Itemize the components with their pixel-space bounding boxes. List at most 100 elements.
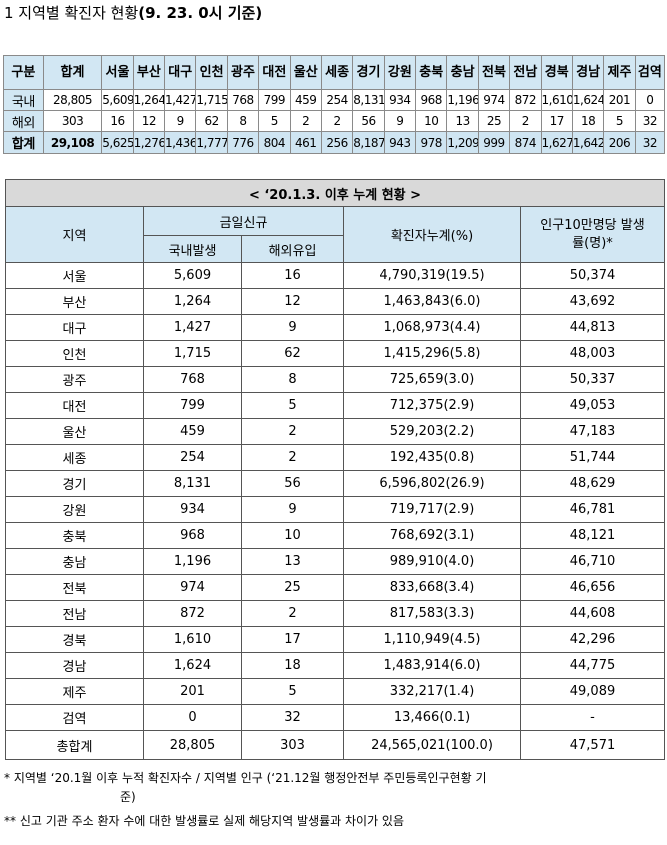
summary-cell: 10 [415, 110, 448, 132]
summary-cell: 32 [634, 131, 666, 154]
cell-rate: 50,374 [520, 262, 665, 289]
header-region: 지역 [5, 206, 144, 263]
table-row: 경기 8,131 56 6,596,802(26.9) 48,629 [5, 470, 665, 497]
cell-rate: 44,813 [520, 314, 665, 341]
summary-cell: 459 [289, 89, 322, 111]
table-row: 전남 872 2 817,583(3.3) 44,608 [5, 600, 665, 627]
summary-cell: 5,609 [101, 89, 134, 111]
cell-rate: 46,656 [520, 574, 665, 601]
cell-domestic: 5,609 [143, 262, 242, 289]
footnote-1-continued: 준) [120, 790, 136, 804]
summary-cell: 5,625 [101, 131, 134, 154]
cell-overseas: 8 [241, 366, 344, 393]
cell-cumulative: 1,415,296(5.8) [343, 340, 521, 367]
summary-cell: 16 [101, 110, 134, 132]
cell-domestic: 1,624 [143, 652, 242, 679]
summary-header-cell: 강원 [383, 55, 417, 90]
summary-cell: 2 [320, 110, 354, 132]
cell-region: 검역 [5, 704, 144, 731]
summary-cell: 974 [477, 89, 511, 111]
cell-domestic: 1,715 [143, 340, 242, 367]
cell-rate: 49,053 [520, 392, 665, 419]
summary-row: 합계 29,108 5,625 1,276 1,436 1,777 776 804 461 256… [3, 131, 666, 154]
summary-cell: 8 [226, 110, 260, 132]
table-row: 세종 254 2 192,435(0.8) 51,744 [5, 444, 665, 471]
summary-cell: 978 [415, 131, 448, 154]
summary-cell: 1,436 [164, 131, 197, 154]
summary-row: 해외 303 16 12 9 62 8 5 2 2 56 9 10 13 25 2 17 18 5 32 [3, 110, 666, 132]
cell-rate: 46,710 [520, 548, 665, 575]
summary-cell: 28,805 [42, 89, 103, 111]
table-row: 인천 1,715 62 1,415,296(5.8) 48,003 [5, 340, 665, 367]
cell-region: 충남 [5, 548, 144, 575]
header-cumulative: 확진자누계(%) [343, 206, 521, 263]
summary-cell: 1,276 [132, 131, 166, 154]
cell-cumulative: 192,435(0.8) [343, 444, 521, 471]
cell-cumulative: 989,910(4.0) [343, 548, 521, 575]
table-row: 서울 5,609 16 4,790,319(19.5) 50,374 [5, 262, 665, 289]
summary-header-cell: 검역 [634, 55, 666, 90]
summary-header-cell: 부산 [132, 55, 166, 90]
summary-cell: 799 [258, 89, 291, 111]
cell-domestic: 968 [143, 522, 242, 549]
title-main: 1 지역별 확진자 현황 [4, 4, 139, 22]
total-region: 총합계 [5, 730, 144, 760]
summary-row-label: 해외 [3, 110, 44, 132]
cell-domestic: 768 [143, 366, 242, 393]
cell-rate: - [520, 704, 665, 731]
cell-domestic: 1,610 [143, 626, 242, 653]
cell-cumulative: 725,659(3.0) [343, 366, 521, 393]
summary-cell: 1,610 [540, 89, 573, 111]
cell-overseas: 2 [241, 600, 344, 627]
cell-overseas: 10 [241, 522, 344, 549]
cell-region: 경기 [5, 470, 144, 497]
table-row: 검역 0 32 13,466(0.1) - [5, 704, 665, 731]
cell-overseas: 5 [241, 392, 344, 419]
cell-region: 부산 [5, 288, 144, 315]
summary-cell: 2 [509, 110, 542, 132]
footnote-1: * 지역별 ‘20.1월 이후 누적 확진자수 / 지역별 인구 (‘21.12… [4, 771, 487, 785]
cell-overseas: 13 [241, 548, 344, 575]
summary-cell: 5 [258, 110, 291, 132]
cell-cumulative: 1,110,949(4.5) [343, 626, 521, 653]
summary-header-cell: 울산 [289, 55, 322, 90]
summary-cell: 8,187 [352, 131, 385, 154]
cell-cumulative: 332,217(1.4) [343, 678, 521, 705]
summary-cell: 206 [603, 131, 636, 154]
total-cumulative: 24,565,021(100.0) [343, 730, 521, 760]
summary-cell: 1,627 [540, 131, 573, 154]
summary-cell: 1,209 [446, 131, 479, 154]
summary-cell: 29,108 [42, 131, 103, 154]
cell-overseas: 18 [241, 652, 344, 679]
cell-cumulative: 6,596,802(26.9) [343, 470, 521, 497]
cell-domestic: 8,131 [143, 470, 242, 497]
cell-region: 충북 [5, 522, 144, 549]
summary-cell: 1,624 [571, 89, 605, 111]
summary-table: 구분 합계 서울 부산 대구 인천 광주 대전 울산 세종 경기 강원 충북 충남 전북 전남 경북 경남 제주 검역… [3, 55, 666, 154]
cell-region: 경남 [5, 652, 144, 679]
summary-header-cell: 경남 [571, 55, 605, 90]
summary-cell: 2 [289, 110, 322, 132]
table-row: 제주 201 5 332,217(1.4) 49,089 [5, 678, 665, 705]
cell-region: 울산 [5, 418, 144, 445]
summary-cell: 1,427 [164, 89, 197, 111]
cell-cumulative: 719,717(2.9) [343, 496, 521, 523]
cell-domestic: 1,427 [143, 314, 242, 341]
summary-cell: 804 [258, 131, 291, 154]
summary-row-label: 국내 [3, 89, 44, 111]
summary-cell: 254 [320, 89, 354, 111]
footnote-2: ** 신고 기관 주소 환자 수에 대한 발생률로 실제 해당지역 발생률과 차… [4, 814, 405, 828]
cell-rate: 48,629 [520, 470, 665, 497]
cell-region: 서울 [5, 262, 144, 289]
cell-cumulative: 529,203(2.2) [343, 418, 521, 445]
summary-cell: 9 [164, 110, 197, 132]
cell-domestic: 799 [143, 392, 242, 419]
summary-cell: 0 [634, 89, 666, 111]
cell-overseas: 17 [241, 626, 344, 653]
cell-domestic: 934 [143, 496, 242, 523]
table-row: 광주 768 8 725,659(3.0) 50,337 [5, 366, 665, 393]
summary-cell: 13 [446, 110, 479, 132]
summary-header-cell: 전남 [509, 55, 542, 90]
summary-header-cell: 구분 [3, 55, 44, 90]
summary-cell: 201 [603, 89, 636, 111]
